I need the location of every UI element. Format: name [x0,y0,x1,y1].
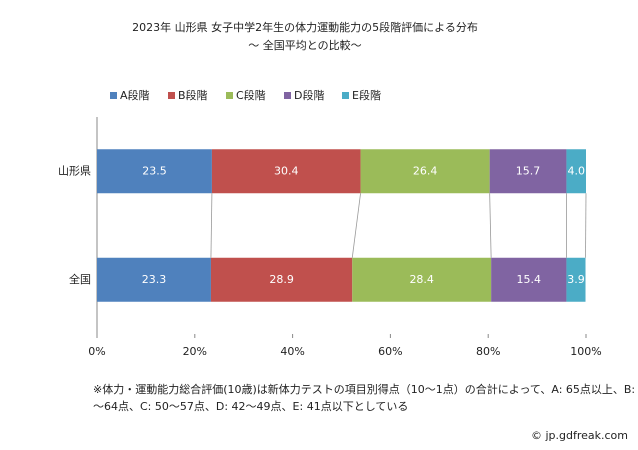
bar-segment [211,149,361,194]
bar-segment [97,149,212,194]
data-label: 23.3 [142,273,167,286]
data-label: 23.5 [142,164,167,177]
bar-segment [491,257,567,302]
data-label: 26.4 [413,164,438,177]
bar-segment [97,257,211,302]
legend-swatch [342,92,349,99]
bar-segment [352,257,492,302]
legend-label: D段階 [294,88,324,102]
connector [351,193,361,258]
data-label: 15.7 [516,164,541,177]
bar-segment [566,149,586,194]
credit: © jp.gdfreak.com [531,429,628,442]
chart-title: 2023年 山形県 女子中学2年生の体力運動能力の5段階評価による分布 [132,20,478,34]
data-label: 15.4 [517,273,542,286]
bar-segment [489,149,567,194]
data-label: 4.0 [567,164,585,177]
footnote: ～64点、C: 50～57点、D: 42～49点、E: 41点以下としている [93,400,408,413]
data-label: 28.4 [409,273,434,286]
chart-subtitle: ～ 全国平均との比較～ [248,38,361,52]
footnote: ※体力・運動能力総合評価(10歳)は新体力テストの項目別得点（10～1点）の合計… [93,382,638,396]
x-tick-label: 60% [378,345,402,358]
legend-label: B段階 [178,88,208,102]
bar-segment [360,149,490,194]
legend-label: E段階 [352,88,381,102]
legend-swatch [168,92,175,99]
y-tick-label: 全国 [69,272,91,286]
legend-label: A段階 [120,88,150,102]
data-label: 30.4 [274,164,299,177]
data-label: 28.9 [269,273,294,286]
x-tick-label: 20% [183,345,207,358]
x-tick-label: 100% [570,345,601,358]
legend-swatch [110,92,117,99]
bar-segment [210,257,353,302]
data-label: 3.9 [567,273,585,286]
x-tick-label: 40% [280,345,304,358]
x-tick-label: 80% [476,345,500,358]
y-tick-label: 山形県 [58,164,91,177]
legend-swatch [226,92,233,99]
legend-label: C段階 [236,88,266,102]
connector [210,193,213,258]
x-tick-label: 0% [88,345,105,358]
bar-segment [566,257,586,302]
connector [489,193,492,258]
legend-swatch [284,92,291,99]
